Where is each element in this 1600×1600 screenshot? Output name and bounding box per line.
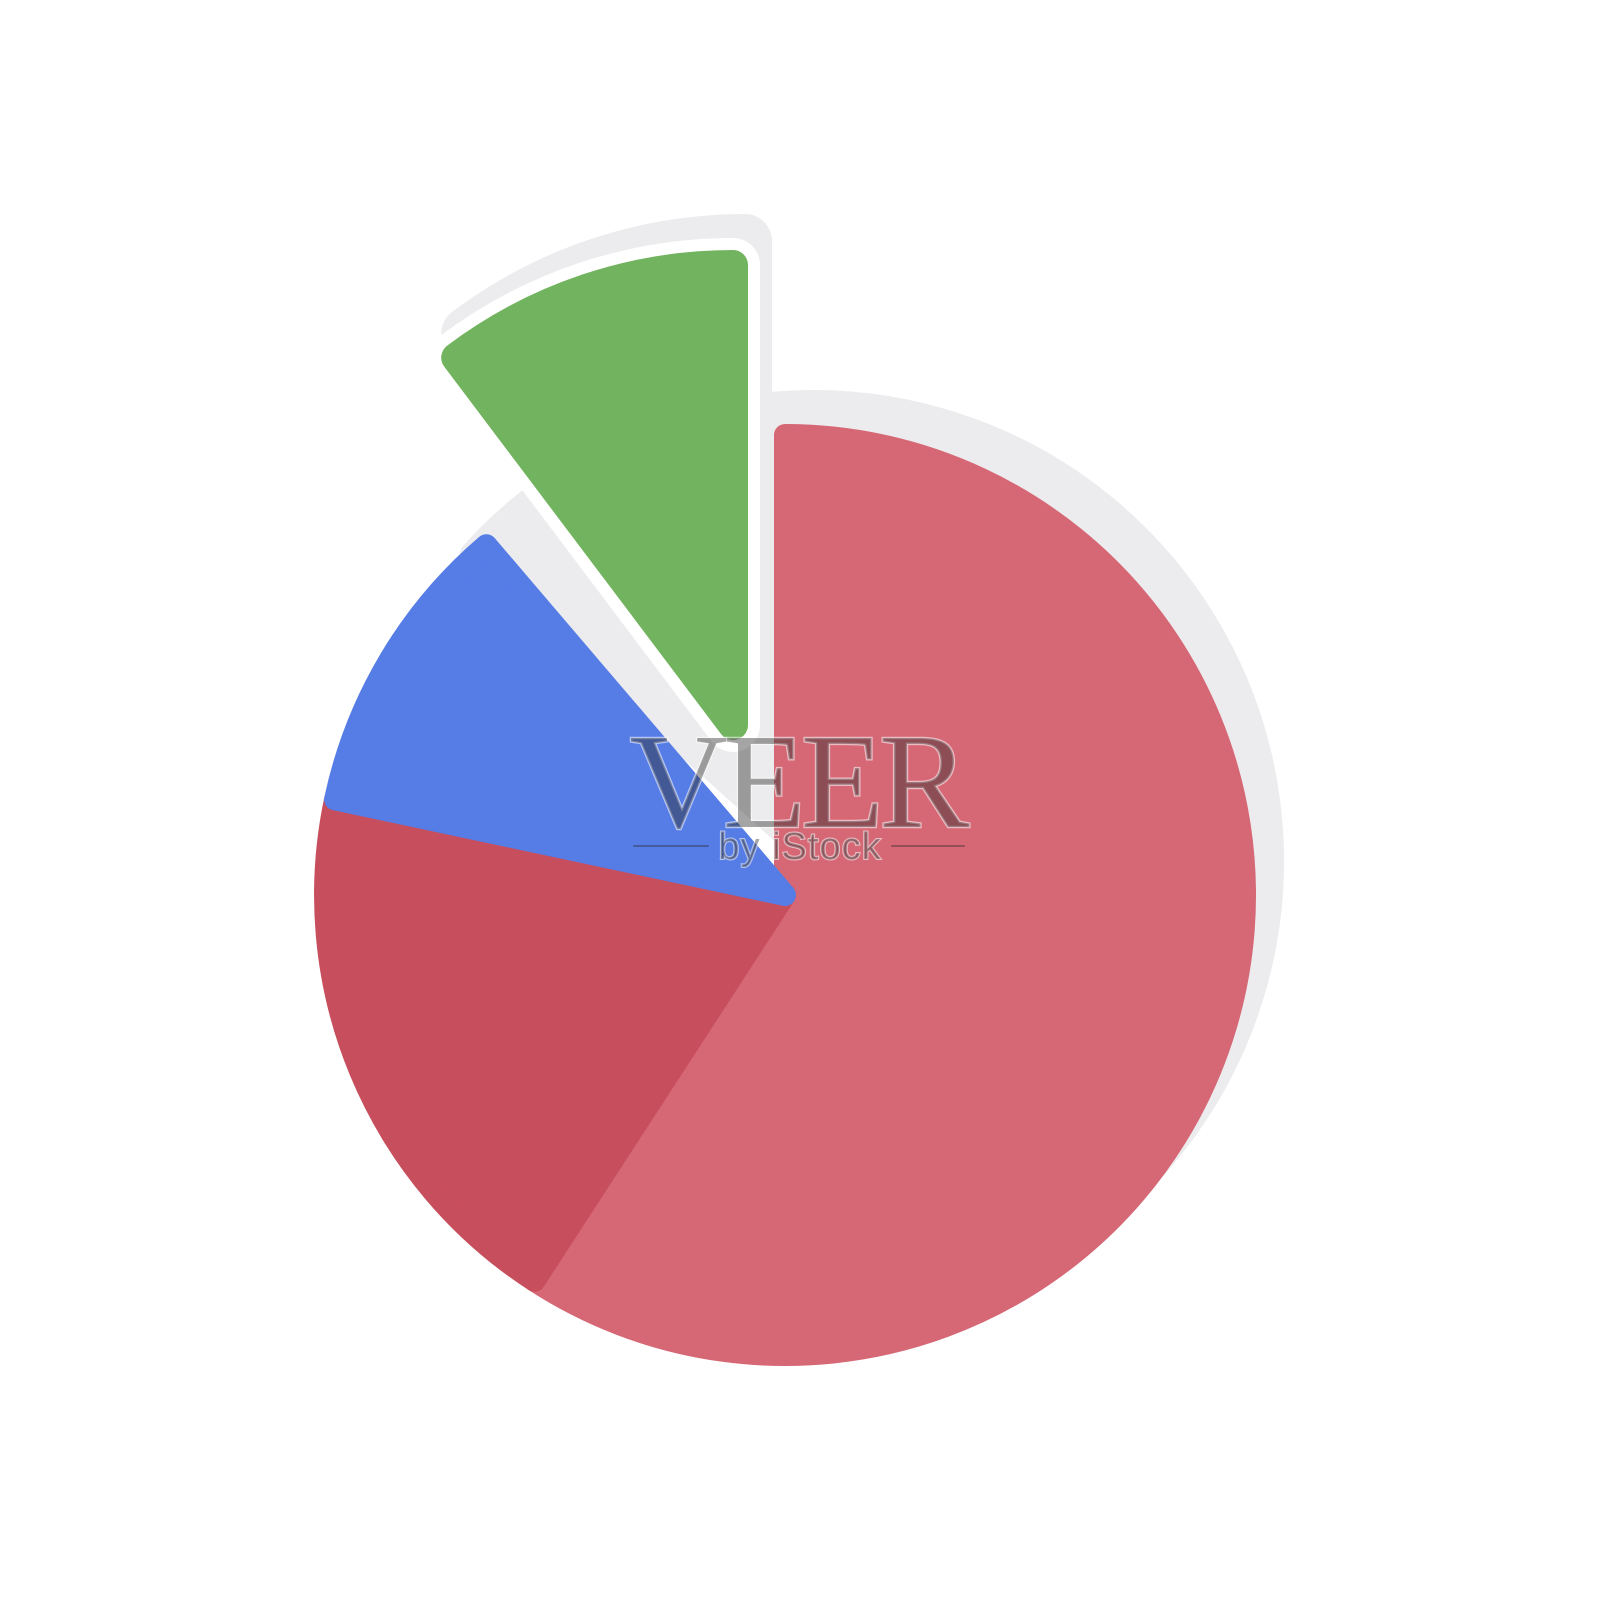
watermark-byline-text: by iStock bbox=[718, 826, 881, 868]
watermark-title-text: VEER bbox=[629, 707, 969, 857]
slice-blue bbox=[324, 534, 796, 906]
slice-rose bbox=[523, 424, 1256, 1366]
slice-green bbox=[441, 250, 748, 740]
watermark: VEER by iStock bbox=[628, 706, 976, 869]
pie-layers bbox=[314, 214, 1284, 1366]
slice-dark-red bbox=[314, 788, 796, 1292]
